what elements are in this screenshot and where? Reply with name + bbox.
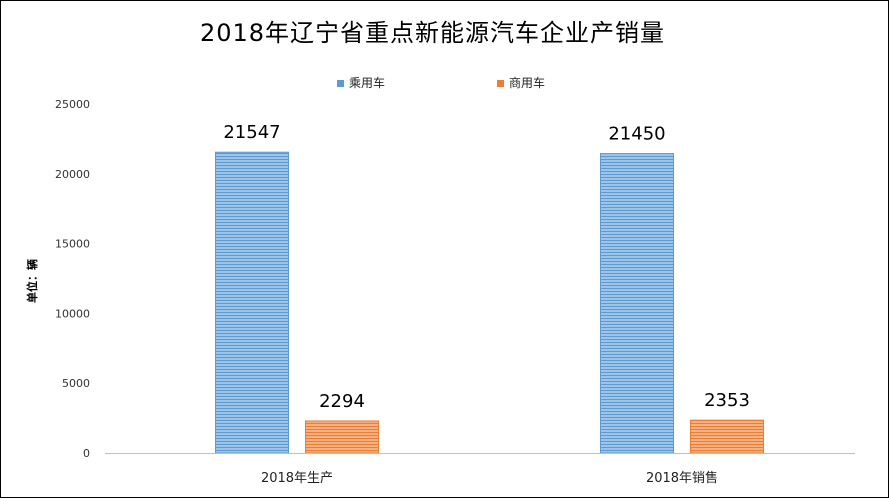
y-tick-label: 20000 bbox=[55, 168, 90, 181]
data-label-series-2-cat-1: 2294 bbox=[319, 391, 365, 412]
chart-title: 2018年辽宁省重点新能源汽车企业产销量 bbox=[199, 19, 666, 47]
legend-label-series-1: 乘用车 bbox=[349, 76, 386, 90]
legend-swatch-series-2 bbox=[497, 80, 504, 87]
y-tick-label: 0 bbox=[83, 447, 90, 460]
data-label-series-1-cat-2: 21450 bbox=[608, 124, 665, 145]
legend-swatch-series-1 bbox=[337, 80, 344, 87]
bar-series-2-cat-2 bbox=[690, 419, 764, 454]
y-tick-label: 5000 bbox=[62, 377, 90, 390]
y-tick-label: 25000 bbox=[55, 98, 90, 111]
bar-series-1-cat-1 bbox=[215, 151, 289, 454]
y-tick-label: 10000 bbox=[55, 307, 90, 320]
bar-series-1-cat-2 bbox=[600, 153, 674, 454]
bar-series-2-cat-1 bbox=[305, 420, 379, 454]
legend-label-series-2: 商用车 bbox=[509, 76, 546, 90]
y-tick-label: 15000 bbox=[55, 238, 90, 251]
data-label-series-2-cat-2: 2353 bbox=[704, 390, 750, 411]
data-label-series-1-cat-1: 21547 bbox=[223, 122, 280, 143]
x-category-label: 2018年销售 bbox=[646, 470, 718, 486]
legend-item-series-2: 商用车 bbox=[497, 74, 545, 91]
legend-item-series-1: 乘用车 bbox=[337, 74, 385, 91]
x-category-label: 2018年生产 bbox=[261, 471, 333, 486]
